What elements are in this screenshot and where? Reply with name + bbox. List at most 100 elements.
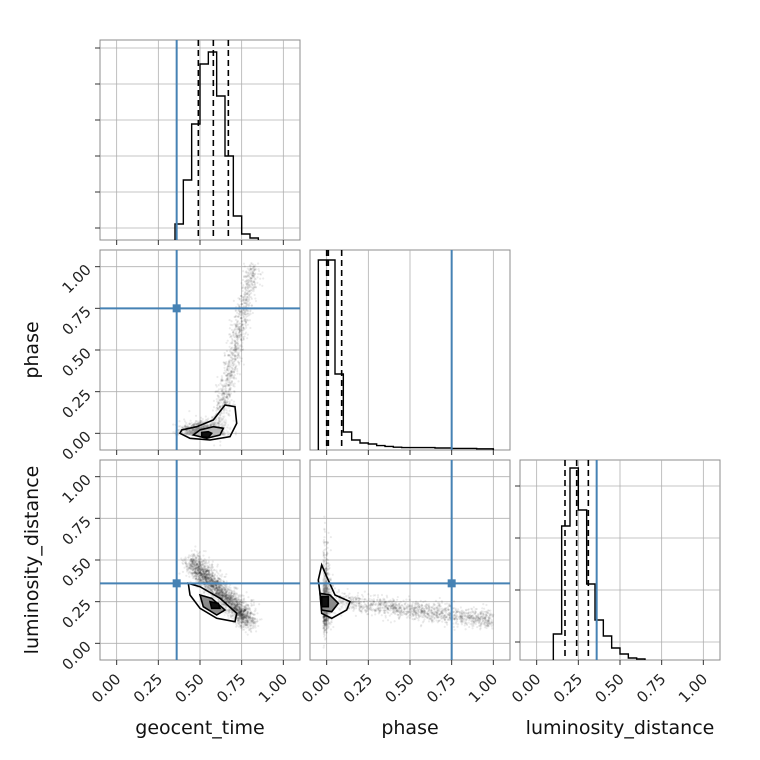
sample-point bbox=[262, 277, 265, 280]
sample-point bbox=[248, 281, 251, 284]
sample-point bbox=[241, 618, 245, 621]
sample-point bbox=[233, 373, 236, 377]
sample-point bbox=[228, 598, 231, 601]
sample-point bbox=[241, 320, 244, 324]
sample-point bbox=[251, 270, 255, 273]
sample-point bbox=[230, 600, 234, 603]
sample-point bbox=[217, 422, 220, 425]
sample-point bbox=[239, 610, 242, 614]
sample-point bbox=[222, 591, 225, 595]
sample-point bbox=[193, 575, 196, 578]
sample-point bbox=[245, 623, 248, 627]
sample-point bbox=[189, 558, 193, 561]
sample-point bbox=[254, 264, 257, 267]
sample-point bbox=[239, 608, 243, 612]
grid-lines bbox=[100, 250, 300, 450]
sample-point bbox=[234, 595, 237, 598]
sample-point bbox=[205, 573, 208, 577]
sample-point bbox=[203, 425, 206, 428]
sample-point bbox=[242, 309, 245, 312]
sample-point bbox=[221, 387, 224, 390]
sample-point bbox=[198, 564, 201, 567]
sample-point bbox=[237, 609, 240, 612]
sample-point bbox=[242, 594, 245, 597]
sample-point bbox=[195, 427, 198, 430]
sample-point bbox=[237, 610, 241, 613]
sample-point bbox=[237, 603, 240, 606]
sample-point bbox=[247, 275, 250, 278]
sample-point bbox=[193, 561, 197, 564]
sample-point bbox=[244, 600, 247, 604]
sample-point bbox=[234, 594, 237, 597]
axis-ticks bbox=[95, 47, 284, 245]
sample-point bbox=[189, 432, 192, 435]
sample-point bbox=[242, 305, 246, 308]
sample-point bbox=[210, 571, 213, 574]
sample-point bbox=[239, 338, 242, 341]
sample-point bbox=[236, 336, 239, 339]
sample-point bbox=[246, 319, 249, 322]
sample-point bbox=[237, 334, 240, 337]
sample-point bbox=[206, 425, 209, 428]
sample-point bbox=[246, 633, 249, 636]
sample-point bbox=[186, 431, 189, 435]
sample-point bbox=[248, 298, 251, 301]
sample-point bbox=[204, 584, 207, 587]
sample-point bbox=[228, 361, 231, 364]
sample-point bbox=[190, 429, 193, 432]
sample-point bbox=[237, 606, 240, 609]
sample-point bbox=[206, 580, 209, 583]
sample-point bbox=[192, 429, 195, 432]
sample-point bbox=[201, 579, 204, 582]
sample-point bbox=[201, 574, 204, 577]
sample-point bbox=[191, 565, 194, 568]
sample-point bbox=[199, 420, 202, 423]
sample-point bbox=[198, 552, 201, 555]
sample-point bbox=[231, 617, 235, 620]
sample-point bbox=[232, 590, 235, 593]
sample-point bbox=[201, 426, 204, 429]
sample-point bbox=[222, 593, 225, 597]
sample-point bbox=[222, 400, 226, 403]
sample-point bbox=[225, 597, 229, 600]
sample-point bbox=[199, 576, 202, 579]
sample-point bbox=[242, 609, 246, 612]
sample-point bbox=[243, 613, 246, 616]
sample-point bbox=[195, 566, 198, 569]
sample-point bbox=[230, 600, 233, 603]
sample-point bbox=[227, 369, 230, 372]
sample-point bbox=[196, 563, 199, 566]
sample-point bbox=[245, 315, 248, 319]
sample-point bbox=[197, 566, 200, 570]
sample-point bbox=[233, 328, 236, 331]
sample-point bbox=[233, 368, 236, 372]
sample-point bbox=[230, 380, 233, 383]
sample-point bbox=[245, 626, 248, 629]
sample-point bbox=[233, 348, 236, 351]
sample-point bbox=[224, 595, 228, 598]
sample-point bbox=[239, 316, 243, 320]
sample-point bbox=[242, 296, 245, 299]
sample-point bbox=[209, 573, 212, 577]
sample-point bbox=[223, 613, 226, 617]
sample-point bbox=[217, 415, 220, 419]
sample-point bbox=[212, 585, 216, 588]
sample-point bbox=[228, 600, 231, 604]
sample-point bbox=[229, 599, 232, 602]
sample-point bbox=[191, 569, 194, 572]
sample-point bbox=[243, 623, 247, 626]
sample-point bbox=[253, 610, 256, 613]
sample-point bbox=[181, 427, 184, 430]
sample-point bbox=[230, 337, 234, 340]
sample-point bbox=[206, 566, 210, 570]
sample-point bbox=[217, 423, 221, 426]
sample-point bbox=[250, 622, 253, 625]
sample-point bbox=[228, 372, 231, 375]
sample-point bbox=[230, 398, 233, 402]
sample-point bbox=[239, 316, 242, 319]
sample-point bbox=[231, 354, 235, 357]
sample-point bbox=[240, 303, 243, 306]
sample-point bbox=[242, 327, 245, 330]
sample-point bbox=[192, 429, 195, 432]
sample-point bbox=[199, 570, 202, 574]
